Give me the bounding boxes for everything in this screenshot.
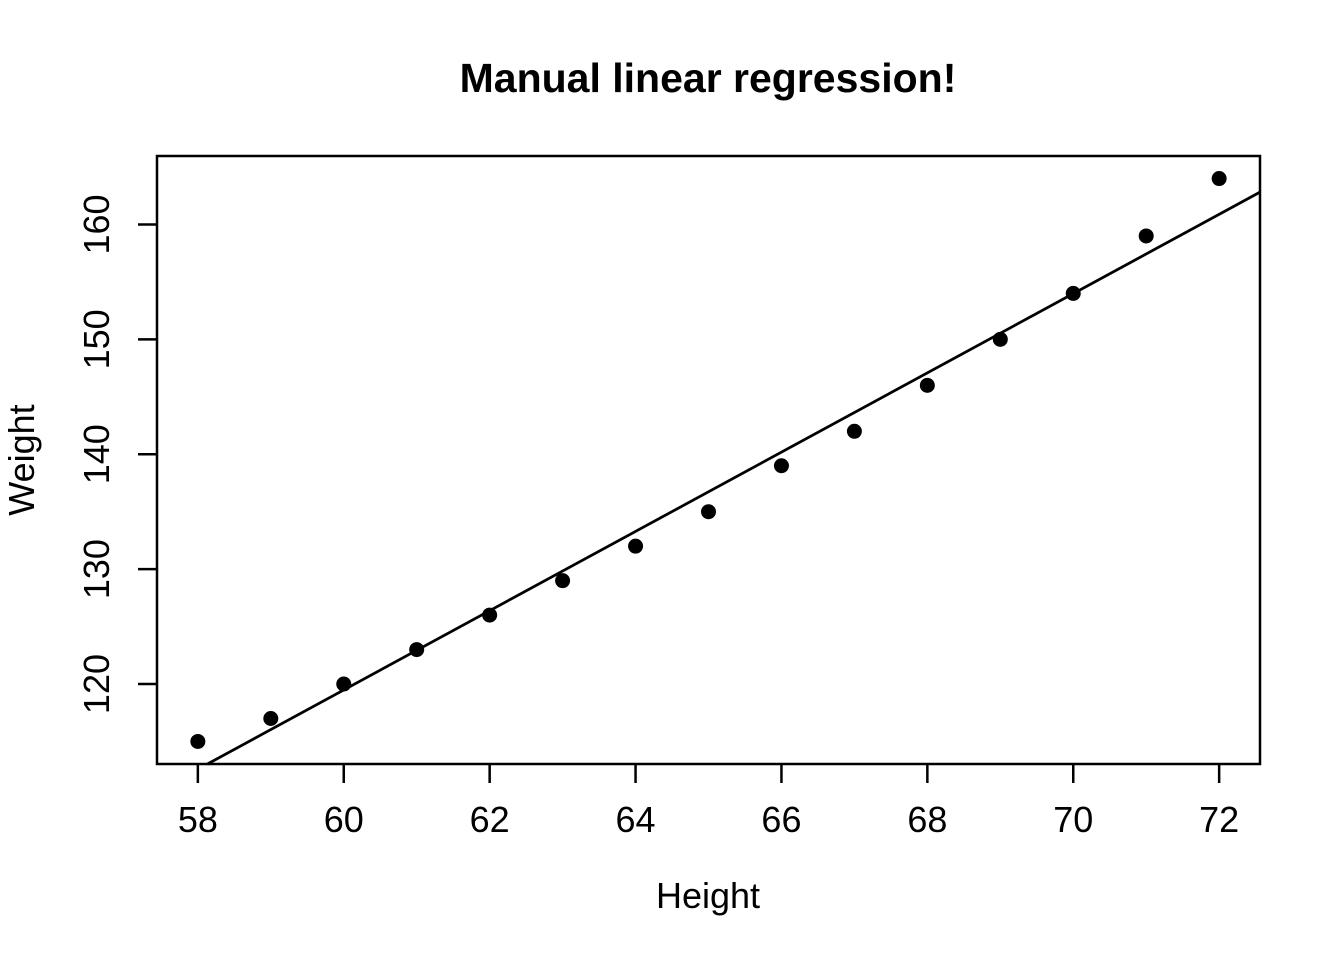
x-tick-label: 64 bbox=[616, 799, 656, 840]
y-tick-label: 160 bbox=[76, 194, 117, 254]
y-axis: 120 130 140 150 160 bbox=[76, 194, 157, 714]
plot-box-group bbox=[155, 154, 1262, 766]
x-axis: 58 60 62 64 66 68 70 72 bbox=[178, 764, 1239, 840]
y-tick-label: 120 bbox=[76, 654, 117, 714]
data-point bbox=[263, 711, 279, 727]
data-point bbox=[336, 676, 352, 692]
data-points bbox=[190, 171, 1227, 749]
data-point bbox=[701, 504, 716, 520]
data-point bbox=[1211, 171, 1227, 187]
data-point bbox=[1138, 228, 1154, 244]
x-tick-label: 72 bbox=[1199, 799, 1239, 840]
data-point bbox=[628, 538, 644, 554]
data-point bbox=[919, 377, 935, 393]
y-tick-label: 130 bbox=[76, 539, 117, 599]
data-point bbox=[1065, 285, 1081, 301]
x-axis-label: Height bbox=[656, 875, 760, 916]
regression-line-group bbox=[206, 190, 1261, 766]
data-point bbox=[992, 331, 1008, 347]
x-tick-label: 58 bbox=[178, 799, 218, 840]
data-point bbox=[409, 642, 425, 658]
regression-line bbox=[206, 190, 1261, 766]
y-tick-label: 150 bbox=[76, 309, 117, 369]
x-tick-label: 70 bbox=[1053, 799, 1093, 840]
x-tick-label: 62 bbox=[470, 799, 510, 840]
data-point bbox=[190, 733, 206, 749]
y-tick-label: 140 bbox=[76, 424, 117, 484]
data-point bbox=[482, 607, 498, 623]
data-point bbox=[555, 573, 571, 589]
x-tick-label: 68 bbox=[907, 799, 947, 840]
chart-title: Manual linear regression! bbox=[460, 55, 957, 101]
plot-box bbox=[155, 154, 1262, 766]
x-tick-label: 60 bbox=[324, 799, 364, 840]
x-tick-label: 66 bbox=[761, 799, 801, 840]
data-point bbox=[773, 458, 789, 474]
y-axis-label: Weight bbox=[1, 404, 42, 515]
data-point bbox=[846, 423, 862, 439]
